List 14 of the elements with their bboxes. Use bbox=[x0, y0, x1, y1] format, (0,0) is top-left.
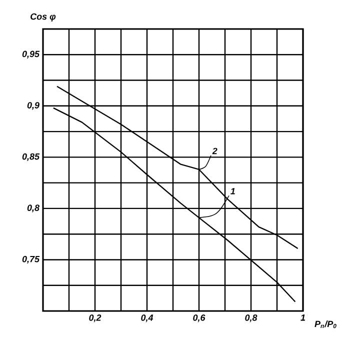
x-tick-label: 0,8 bbox=[245, 314, 258, 322]
annotation: 1 bbox=[230, 188, 235, 194]
y-tick-label: 0,85 bbox=[22, 153, 40, 162]
x-tick-label: 0,6 bbox=[193, 314, 206, 322]
y-tick-label: 0,95 bbox=[22, 50, 40, 58]
y-axis-title: Cos φ bbox=[30, 13, 56, 22]
y-tick-label: 0,75 bbox=[22, 256, 40, 264]
x-tick-label: 1 bbox=[300, 314, 306, 321]
annotation: 2 bbox=[212, 148, 218, 154]
x-tick-label: 0,2 bbox=[89, 314, 102, 322]
x-tick-label: 0,4 bbox=[141, 314, 154, 322]
x-axis-title: P$_{п}$/P$_{0}$ bbox=[314, 320, 336, 328]
y-tick-label: 0,8 bbox=[27, 204, 40, 212]
y-tick-label: 0,9 bbox=[27, 102, 40, 110]
